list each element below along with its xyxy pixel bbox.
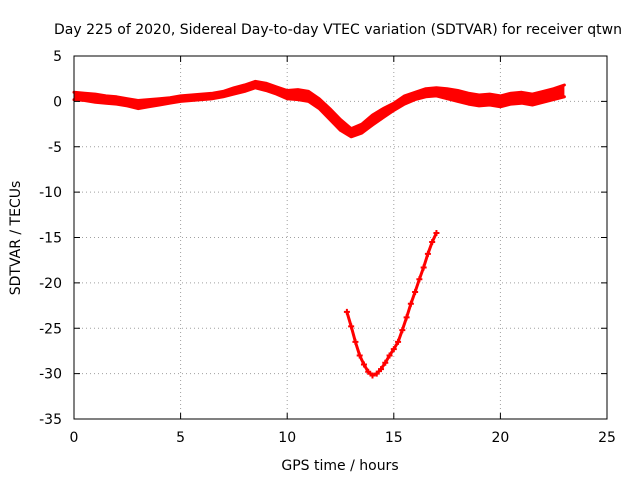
y-tick-label: 0 <box>53 94 62 110</box>
x-axis-label: GPS time / hours <box>281 458 398 474</box>
dip-point-marker <box>412 288 419 295</box>
dip-point-marker <box>352 338 359 345</box>
dip-point-marker <box>343 308 350 315</box>
dip-point-marker <box>407 300 414 307</box>
dip-point-marker <box>348 323 355 330</box>
y-tick-label: -10 <box>39 185 62 201</box>
grid <box>74 56 607 419</box>
dip-point-marker <box>382 359 389 366</box>
dip-point-marker <box>390 346 397 353</box>
x-tick-label: 5 <box>176 430 185 446</box>
y-tick-label: -5 <box>48 140 62 156</box>
dip-point-marker <box>399 327 406 334</box>
dip-point-marker <box>369 372 376 379</box>
dip-point-marker <box>424 250 431 257</box>
y-tick-label: -15 <box>39 231 62 247</box>
dip-point-marker <box>433 229 440 236</box>
dip-point-marker <box>429 239 436 246</box>
y-axis-label: SDTVAR / TECUs <box>8 181 24 296</box>
series-layer <box>72 79 566 379</box>
dip-point-marker <box>378 366 385 373</box>
x-tick-label: 15 <box>385 430 403 446</box>
y-tick-label: -25 <box>39 321 62 337</box>
series-line-3 <box>345 231 438 377</box>
dip-point-marker <box>395 338 402 345</box>
dip-point-marker <box>416 276 423 283</box>
y-tick-label: 5 <box>53 49 62 65</box>
ticks: 0 5 10 15 20 25 5 0 -5 -10 -15 -20 -25 -30 -35 <box>39 49 616 446</box>
chart-title: Day 225 of 2020, Sidereal Day-to-day VTE… <box>54 22 622 38</box>
dip-point-marker <box>420 264 427 271</box>
y-tick-label: -35 <box>39 412 62 428</box>
x-tick-label: 10 <box>278 430 296 446</box>
dip-point-marker <box>386 352 393 359</box>
x-tick-label: 25 <box>598 430 616 446</box>
dip-point-marker <box>365 368 372 375</box>
dip-point-marker <box>360 361 367 368</box>
dip-point-marker <box>356 352 363 359</box>
series-band-fill <box>74 81 565 137</box>
x-tick-label: 0 <box>70 430 79 446</box>
y-tick-label: -20 <box>39 276 62 292</box>
y-tick-label: -30 <box>39 367 62 383</box>
dip-point-marker <box>373 370 380 377</box>
dip-point-marker <box>403 314 410 321</box>
x-tick-label: 20 <box>491 430 509 446</box>
